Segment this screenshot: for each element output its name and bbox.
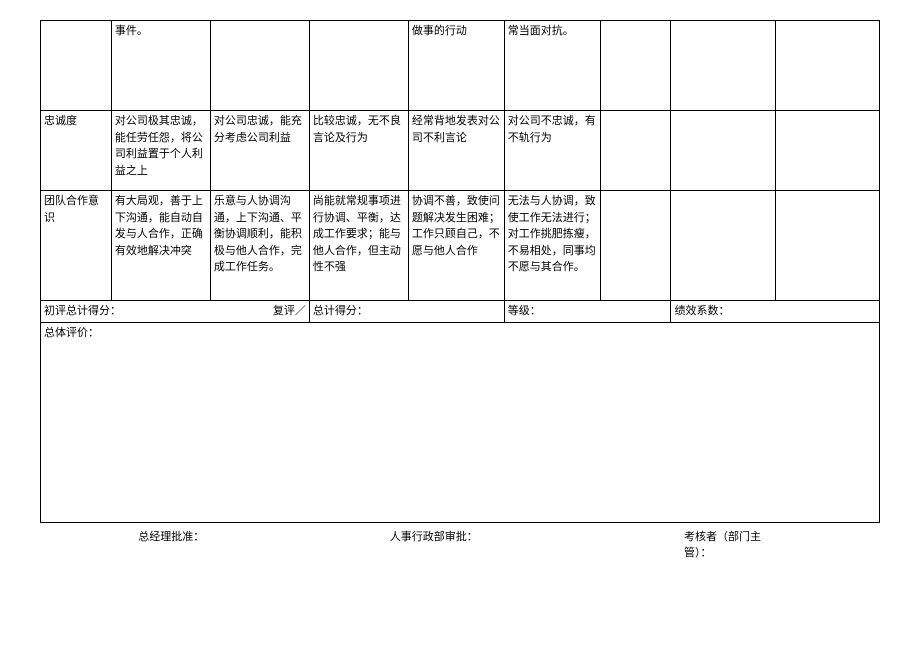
signature-assessor: 考核者（部门主 管）： — [565, 529, 880, 562]
cell: 对公司忠诚，能充分考虑公司利益 — [210, 111, 309, 191]
grade-label: 等级： — [508, 305, 541, 317]
row-label: 忠诚度 — [41, 111, 112, 191]
table-row: 忠诚度 对公司极其忠诚，能任劳任怨，将公司利益置于个人利益之上 对公司忠诚，能充… — [41, 111, 880, 191]
cell: 协调不善，致使问题解决发生困难；工作只顾自己，不愿与他人合作 — [408, 191, 504, 301]
cell: 有大局观，善于上下沟通，能自动自发与人合作，正确有效地解决冲突 — [111, 191, 210, 301]
cell — [210, 21, 309, 111]
signature-assessor-label-2: 管）： — [684, 547, 712, 559]
cell — [671, 21, 775, 111]
cell: 对公司极其忠诚，能任劳任怨，将公司利益置于个人利益之上 — [111, 111, 210, 191]
grade-cell: 等级： — [504, 301, 671, 323]
signature-hr-label: 人事行政部审批： — [390, 531, 478, 543]
evaluation-form: 事件。 做事的行动 常当面对抗。 忠诚度 对公司极其忠诚，能任劳任怨，将公司利益… — [40, 20, 880, 562]
signature-assessor-label-1: 考核者（部门主 — [684, 531, 761, 543]
cell: 尚能就常规事项进行协调、平衡，达成工作要求；能与他人合作，但主动性不强 — [309, 191, 408, 301]
initial-score-cell: 初评总计得分： 复评／ — [41, 301, 310, 323]
overall-label: 总体评价： — [44, 327, 99, 339]
score-row: 初评总计得分： 复评／ 总计得分： 等级： 绩效系数： — [41, 301, 880, 323]
cell: 无法与人协调，致使工作无法进行；对工作挑肥拣瘦，不易相处，同事均不愿与其合作。 — [504, 191, 600, 301]
overall-row: 总体评价： — [41, 322, 880, 522]
overall-cell: 总体评价： — [41, 322, 880, 522]
signature-gm: 总经理批准： — [40, 529, 303, 562]
cell: 对公司不忠诚，有不轨行为 — [504, 111, 600, 191]
table-row: 团队合作意识 有大局观，善于上下沟通，能自动自发与人合作，正确有效地解决冲突 乐… — [41, 191, 880, 301]
initial-score-label: 初评总计得分： — [44, 305, 121, 317]
cell — [600, 21, 671, 111]
row-label: 团队合作意识 — [41, 191, 112, 301]
signature-row: 总经理批准： 人事行政部审批： 考核者（部门主 管）： — [40, 529, 880, 562]
cell — [775, 111, 879, 191]
cell: 经常背地发表对公司不利言论 — [408, 111, 504, 191]
coeff-cell: 绩效系数： — [671, 301, 880, 323]
total-score-cell: 总计得分： — [309, 301, 504, 323]
cell — [600, 191, 671, 301]
re-eval-label: 复评／ — [273, 303, 306, 320]
cell: 乐意与人协调沟通，上下沟通、平衡协调顺利，能积极与他人合作，完成工作任务。 — [210, 191, 309, 301]
cell — [600, 111, 671, 191]
cell: 比较忠诚，无不良言论及行为 — [309, 111, 408, 191]
evaluation-table: 事件。 做事的行动 常当面对抗。 忠诚度 对公司极其忠诚，能任劳任怨，将公司利益… — [40, 20, 880, 523]
cell: 事件。 — [111, 21, 210, 111]
cell — [775, 21, 879, 111]
cell — [671, 191, 775, 301]
coeff-label: 绩效系数： — [674, 305, 729, 317]
cell — [775, 191, 879, 301]
row-label — [41, 21, 112, 111]
total-score-label: 总计得分： — [313, 305, 368, 317]
signature-hr: 人事行政部审批： — [303, 529, 566, 562]
cell: 常当面对抗。 — [504, 21, 600, 111]
table-row: 事件。 做事的行动 常当面对抗。 — [41, 21, 880, 111]
cell — [671, 111, 775, 191]
cell — [309, 21, 408, 111]
cell: 做事的行动 — [408, 21, 504, 111]
signature-gm-label: 总经理批准： — [138, 531, 204, 543]
